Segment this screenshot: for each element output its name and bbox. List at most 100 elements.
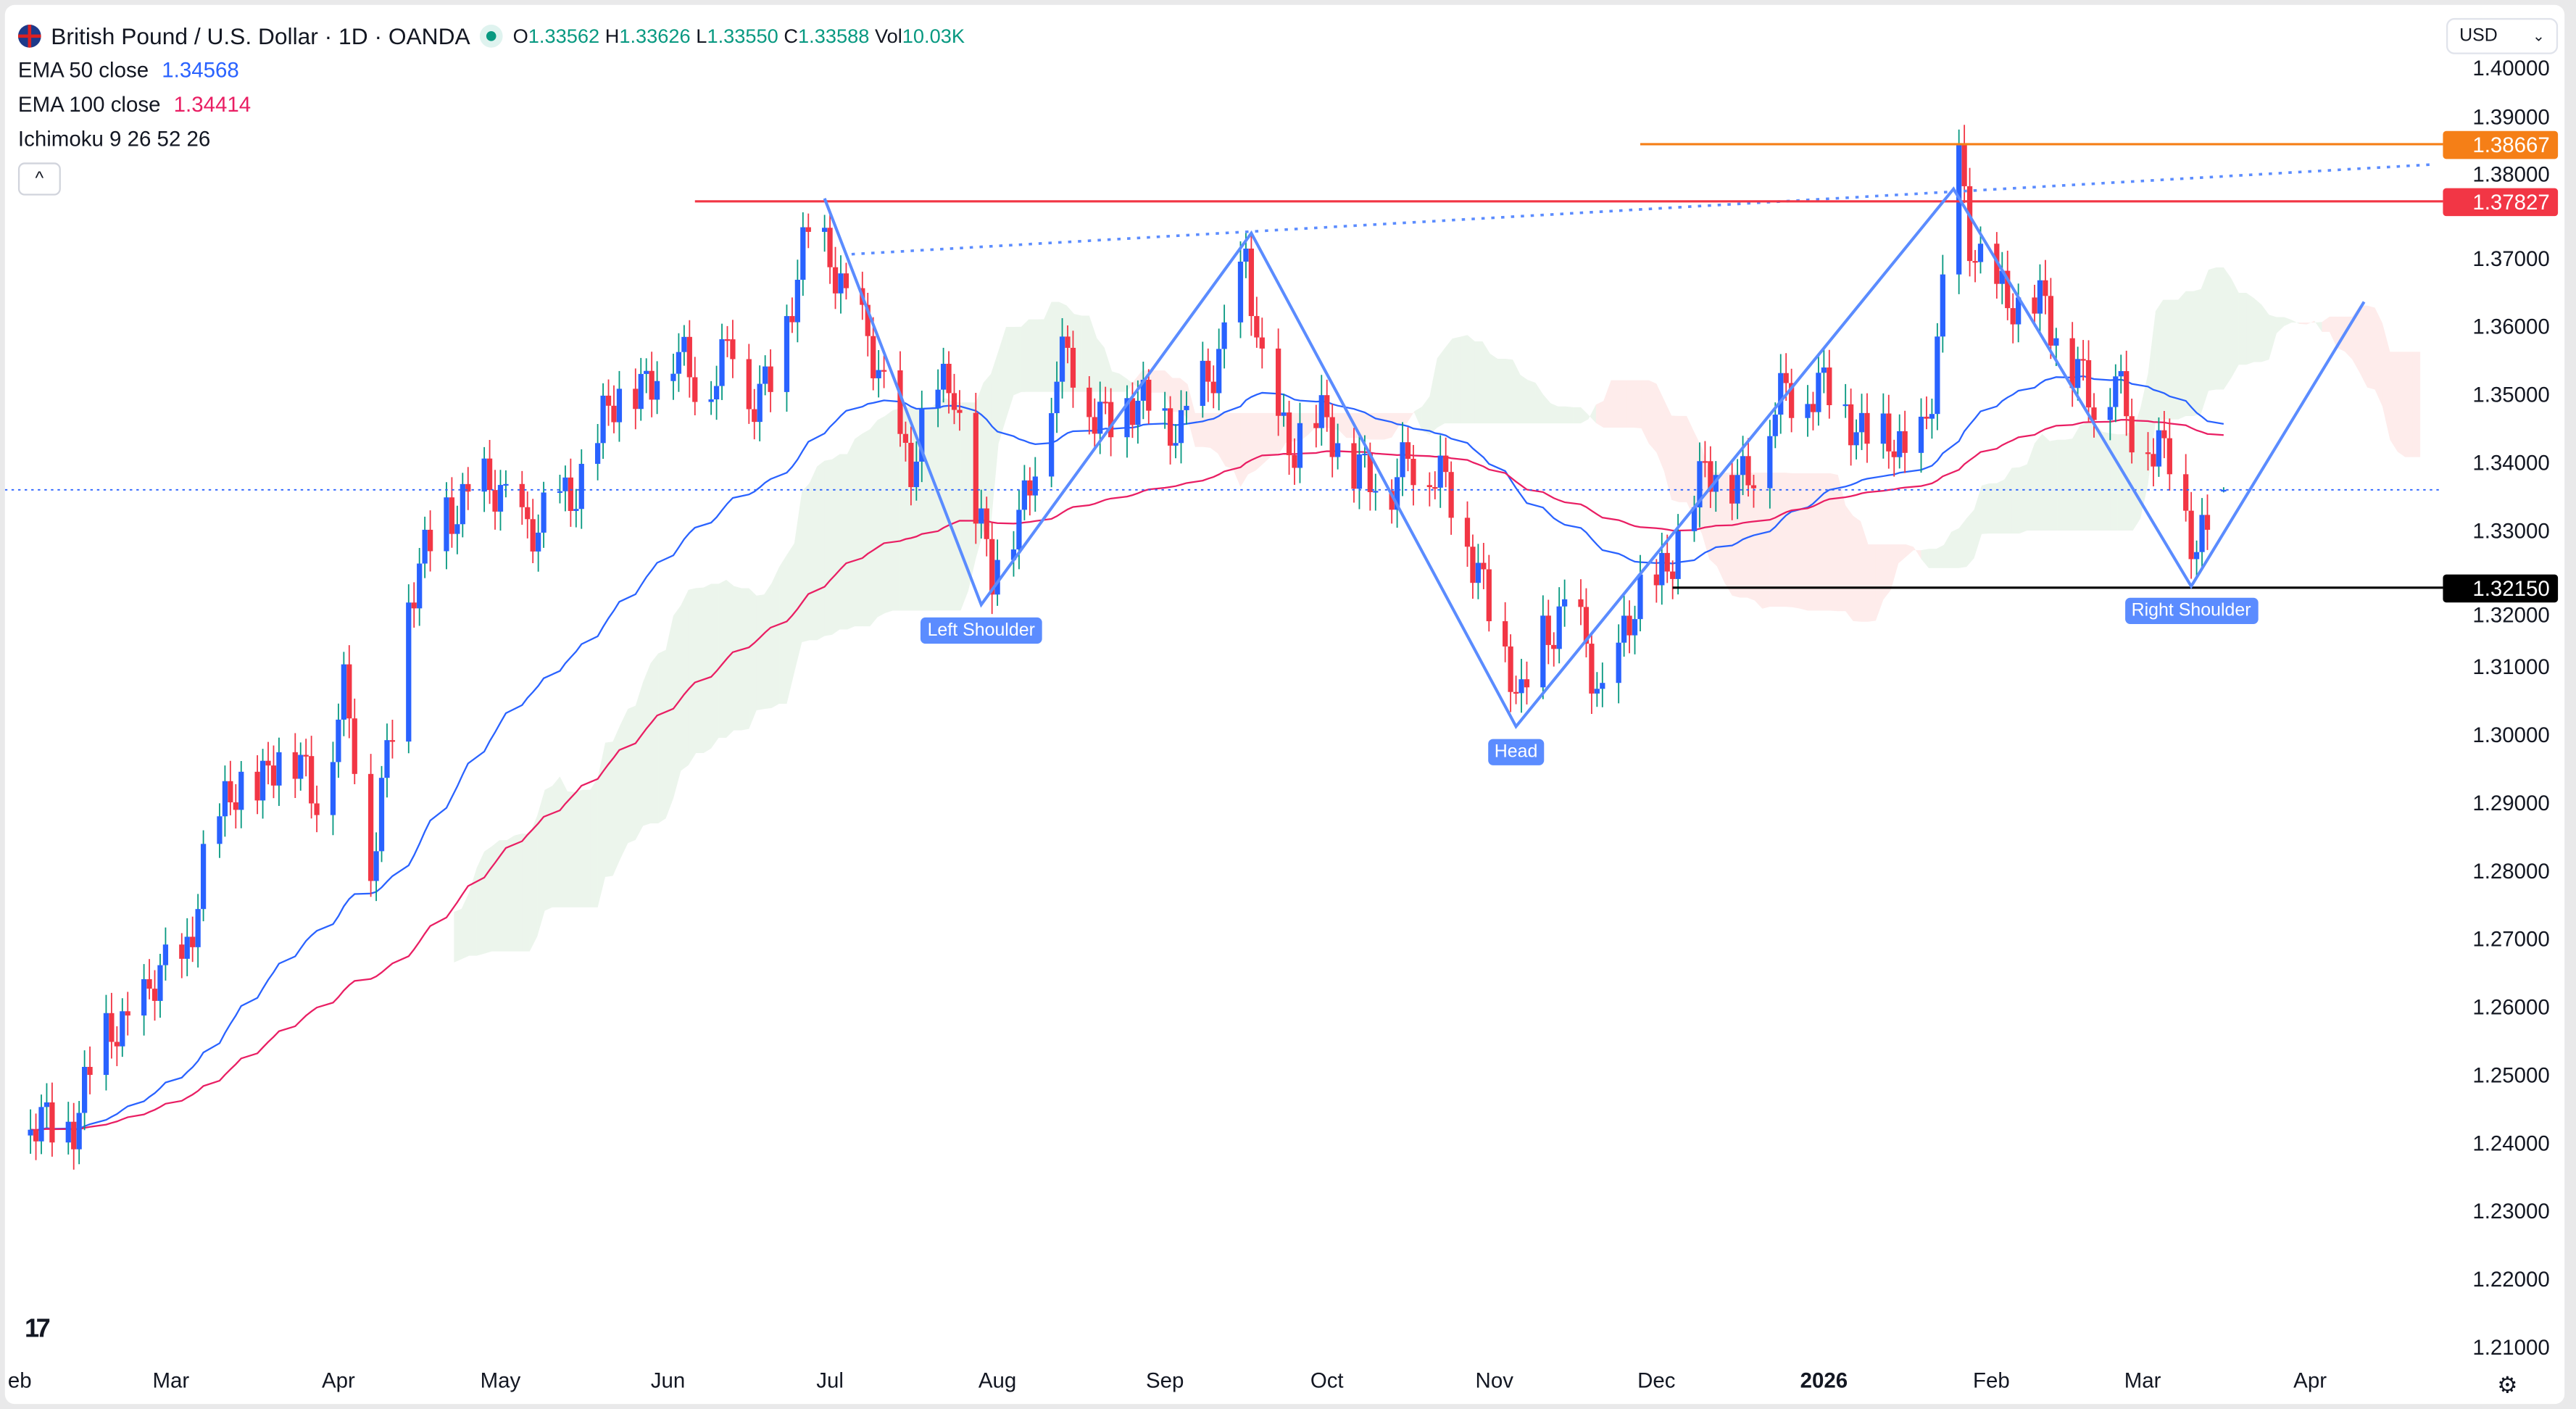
candle xyxy=(994,539,1000,606)
cloud-segment xyxy=(1513,359,1521,424)
cloud-segment xyxy=(703,583,712,753)
candle xyxy=(1362,435,1368,468)
candle-body xyxy=(913,461,919,488)
candle-body xyxy=(1805,404,1811,418)
cloud-segment xyxy=(998,327,1007,444)
candle-body xyxy=(254,771,260,801)
candle xyxy=(1162,391,1168,429)
candle-body xyxy=(1551,644,1557,649)
collapse-legend-button[interactable]: ^ xyxy=(17,162,61,196)
candle xyxy=(611,385,617,433)
cloud-segment xyxy=(771,567,780,708)
cloud-segment xyxy=(696,587,704,753)
candle-body xyxy=(1594,689,1600,694)
pattern-label[interactable]: Head xyxy=(1487,739,1545,766)
candle-body xyxy=(195,909,201,947)
cloud-segment xyxy=(2163,299,2171,420)
candle xyxy=(265,741,271,785)
candle xyxy=(28,1109,33,1154)
candle xyxy=(1356,434,1363,510)
candle-body xyxy=(1394,477,1400,510)
candle-body xyxy=(902,433,909,443)
candle-body xyxy=(43,1102,50,1107)
candle xyxy=(1210,365,1216,409)
candle-body xyxy=(2151,454,2156,467)
candle xyxy=(389,720,396,759)
candle-body xyxy=(708,399,714,402)
cloud-segment xyxy=(1051,302,1060,392)
candle-body xyxy=(1184,405,1189,410)
candle xyxy=(1956,129,1962,294)
candle-body xyxy=(1545,615,1551,645)
candle-body xyxy=(1789,383,1795,418)
candle-body xyxy=(1767,436,1773,489)
candle-body xyxy=(2161,430,2167,439)
candle xyxy=(1092,398,1097,449)
cloud-segment xyxy=(2246,293,2254,365)
symbol-title[interactable]: British Pound / U.S. Dollar · 1D · OANDA xyxy=(51,22,470,49)
candle xyxy=(605,379,612,426)
candle xyxy=(946,351,952,414)
high-label: H xyxy=(604,23,620,47)
candle xyxy=(1816,356,1821,426)
cloud-segment xyxy=(1996,479,2005,534)
candle-body xyxy=(1426,485,1432,488)
candle-body xyxy=(190,936,196,947)
candle-body xyxy=(1087,387,1092,417)
candle-body xyxy=(71,1121,77,1150)
pattern-label[interactable]: Right Shoulder xyxy=(2124,597,2258,625)
candle xyxy=(87,1046,93,1094)
candle xyxy=(654,361,660,415)
candle xyxy=(222,765,228,837)
candle-body xyxy=(454,524,460,534)
candle xyxy=(497,470,504,531)
candle-body xyxy=(1405,442,1411,459)
candle-body xyxy=(1708,461,1713,492)
candle-body xyxy=(1146,379,1152,411)
cloud-segment xyxy=(1368,412,1377,440)
candle-body xyxy=(1470,546,1476,583)
candle xyxy=(940,347,947,403)
candle-body xyxy=(1713,475,1719,492)
candle-body xyxy=(2183,474,2189,511)
price-chart[interactable]: 1.40000 1.39000 1.38000 1.37000 1.36000 1.350… xyxy=(4,5,2564,1404)
candle-body xyxy=(1600,683,1605,689)
indicator-ichimoku[interactable]: Ichimoku 9 26 52 26 xyxy=(18,122,965,157)
cloud-segment xyxy=(2117,433,2126,531)
cloud-segment xyxy=(1194,412,1203,447)
candle xyxy=(378,765,385,863)
cloud-segment xyxy=(824,459,833,636)
currency-select[interactable]: USD ⌄ xyxy=(2446,17,2559,54)
candle xyxy=(2199,498,2205,568)
candle-body xyxy=(805,227,811,232)
settings-gear-icon[interactable]: ⚙ xyxy=(2497,1371,2518,1398)
candle xyxy=(1297,402,1303,483)
pattern-label[interactable]: Left Shoulder xyxy=(921,618,1042,644)
indicator-ema50[interactable]: EMA 50 close 1.34568 xyxy=(18,53,965,88)
candle xyxy=(1173,424,1179,459)
cloud-segment xyxy=(612,724,620,876)
candle-body xyxy=(33,1129,39,1142)
candle xyxy=(1508,634,1513,712)
y-tick-label: 1.40000 xyxy=(2472,57,2549,80)
close-value: 1.33588 xyxy=(798,23,870,47)
candle-body xyxy=(594,443,601,464)
candle xyxy=(578,449,584,529)
candle-body xyxy=(2032,297,2037,314)
candle xyxy=(1778,354,1784,434)
candle-body xyxy=(103,1013,109,1076)
candle-body xyxy=(1858,412,1865,433)
indicator-ema100[interactable]: EMA 100 close 1.34414 xyxy=(18,87,965,122)
cloud-segment xyxy=(1966,510,1974,568)
tradingview-logo[interactable]: 17 xyxy=(24,1315,51,1344)
candle xyxy=(752,388,757,440)
cloud-segment xyxy=(1762,473,1770,609)
cloud-segment xyxy=(2072,425,2080,531)
candle-body xyxy=(2129,416,2135,453)
cloud-segment xyxy=(1943,531,1952,568)
candle-body xyxy=(1918,416,1924,453)
cloud-segment xyxy=(1656,383,1664,471)
cloud-segment xyxy=(2231,278,2239,378)
candle-body xyxy=(141,979,147,1016)
